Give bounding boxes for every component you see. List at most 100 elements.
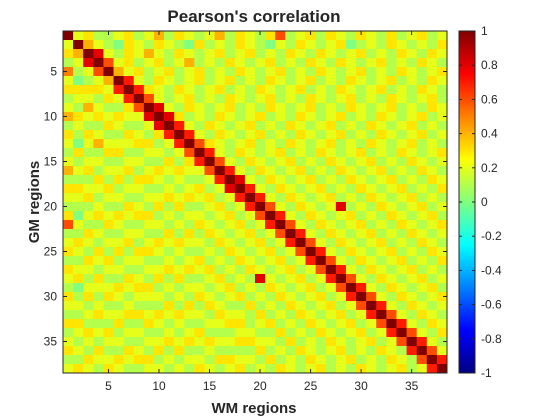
heatmap-cell — [174, 112, 185, 122]
heatmap-cell — [73, 265, 84, 275]
heatmap-cell — [63, 274, 74, 284]
heatmap-cell — [93, 130, 104, 140]
heatmap-cell — [366, 274, 377, 284]
heatmap-cell — [194, 103, 205, 113]
heatmap-cell — [406, 184, 418, 194]
heatmap-cell — [83, 148, 94, 158]
heatmap-cell — [204, 40, 215, 50]
heatmap-cell — [436, 85, 448, 95]
heatmap-cell — [345, 337, 357, 347]
heatmap-cell — [275, 274, 286, 284]
heatmap-cell — [234, 328, 246, 338]
heatmap-cell — [305, 193, 317, 203]
heatmap-cell — [103, 94, 114, 104]
heatmap-cell — [103, 76, 114, 86]
heatmap-cell — [376, 31, 387, 41]
heatmap-cell — [73, 49, 84, 59]
heatmap-cell — [436, 265, 448, 275]
heatmap-cell — [426, 121, 438, 131]
heatmap-cell — [335, 166, 347, 176]
heatmap-cell — [386, 238, 397, 248]
heatmap-cell — [396, 94, 407, 104]
heatmap-cell — [366, 67, 377, 77]
heatmap-cell — [356, 238, 367, 248]
heatmap-cell — [164, 301, 175, 311]
heatmap-cell — [406, 211, 418, 221]
heatmap-cell — [153, 76, 165, 86]
heatmap-cell — [285, 229, 296, 239]
heatmap-cell — [153, 220, 165, 230]
heatmap-cell — [184, 220, 195, 230]
heatmap-cell — [174, 337, 185, 347]
heatmap-cell — [315, 31, 327, 41]
heatmap-cell — [325, 337, 337, 347]
heatmap-cell — [174, 193, 185, 203]
heatmap-cell — [93, 49, 104, 59]
heatmap-cell — [194, 58, 205, 68]
heatmap-cell — [265, 202, 276, 212]
heatmap-cell — [184, 274, 195, 284]
heatmap-cell — [315, 94, 327, 104]
heatmap-cell — [335, 247, 347, 257]
heatmap-cell — [335, 256, 347, 266]
heatmap-cell — [73, 139, 84, 149]
heatmap-cell — [406, 274, 418, 284]
heatmap-cell — [366, 49, 377, 59]
heatmap-cell — [174, 148, 185, 158]
heatmap-cell — [103, 121, 114, 131]
heatmap-cell — [143, 346, 155, 356]
heatmap-cell — [255, 328, 266, 338]
heatmap-cell — [184, 265, 195, 275]
heatmap-cell — [164, 319, 175, 329]
heatmap-cell — [133, 337, 145, 347]
heatmap-cell — [83, 319, 94, 329]
heatmap-cell — [153, 283, 165, 293]
heatmap-cell — [325, 157, 337, 167]
heatmap-cell — [214, 103, 226, 113]
heatmap-cell — [224, 94, 236, 104]
heatmap-cell — [305, 256, 317, 266]
heatmap-cell — [436, 94, 448, 104]
heatmap-cell — [255, 76, 266, 86]
heatmap-cell — [376, 121, 387, 131]
heatmap-cell — [406, 148, 418, 158]
heatmap-cell — [426, 49, 438, 59]
heatmap-cell — [356, 202, 367, 212]
heatmap-cell — [295, 31, 306, 41]
heatmap-cell — [93, 184, 104, 194]
heatmap-cell — [396, 328, 407, 338]
heatmap-cell — [83, 166, 94, 176]
heatmap-cell — [83, 247, 94, 257]
heatmap-cell — [153, 292, 165, 302]
heatmap-cell — [224, 301, 236, 311]
heatmap-cell — [305, 247, 317, 257]
heatmap-cell — [83, 310, 94, 320]
heatmap-cell — [345, 265, 357, 275]
heatmap-cell — [143, 238, 155, 248]
heatmap-cell — [204, 256, 215, 266]
heatmap-cell — [123, 202, 135, 212]
heatmap-cell — [73, 364, 84, 374]
heatmap-cell — [295, 220, 306, 230]
heatmap-cell — [356, 49, 367, 59]
heatmap-cell — [335, 139, 347, 149]
heatmap-cell — [133, 193, 145, 203]
heatmap-cell — [143, 103, 155, 113]
heatmap-cell — [244, 85, 256, 95]
heatmap-cell — [356, 355, 367, 365]
heatmap-cell — [356, 256, 367, 266]
heatmap-cell — [436, 58, 448, 68]
heatmap-cell — [103, 157, 114, 167]
heatmap-cell — [376, 283, 387, 293]
heatmap-cell — [153, 256, 165, 266]
heatmap-cell — [436, 148, 448, 158]
heatmap-cell — [234, 148, 246, 158]
heatmap-cell — [285, 130, 296, 140]
heatmap-cell — [315, 328, 327, 338]
heatmap-cell — [366, 310, 377, 320]
heatmap-cell — [143, 337, 155, 347]
heatmap-cell — [315, 103, 327, 113]
heatmap-cell — [275, 148, 286, 158]
heatmap-cell — [143, 67, 155, 77]
heatmap-cell — [113, 85, 125, 95]
